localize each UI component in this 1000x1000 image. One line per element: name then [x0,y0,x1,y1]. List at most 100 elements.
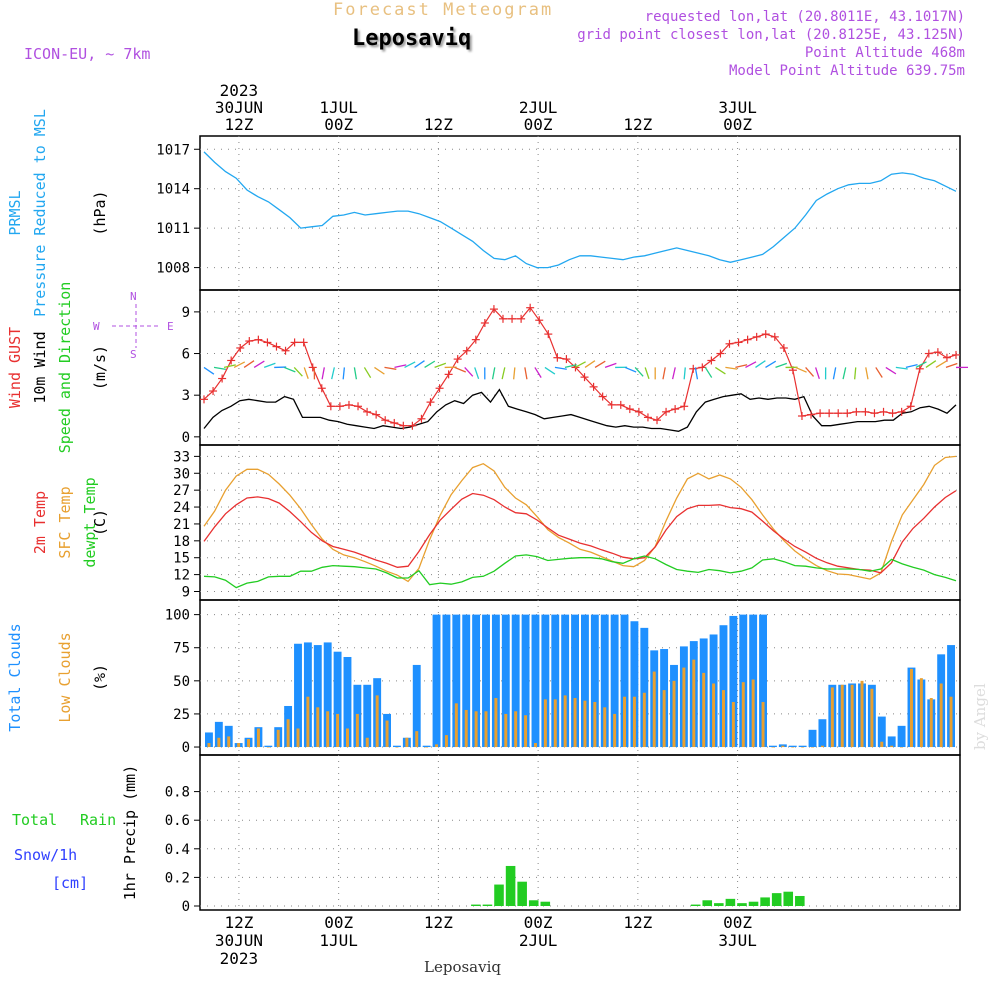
low-cloud-bar [712,683,716,748]
wind-ytick-label: 9 [182,305,190,321]
wind-direction-arrow [363,367,372,379]
total-cloud-bar [600,614,609,748]
rain-bar [702,900,713,906]
bottom-time-label: 12Z [424,913,453,932]
low-cloud-bar [435,744,439,748]
total-cloud-bar [323,642,332,748]
low-cloud-bar [395,747,399,748]
low-cloud-bar [623,696,627,748]
wind-direction-arrow [765,360,777,368]
clouds-side-label: Low Clouds [56,632,74,722]
wind-direction-arrow [662,367,666,380]
wind-direction-arrow [935,360,947,368]
total-cloud-bar [729,615,738,748]
low-cloud-bar [860,680,864,748]
low-cloud-bar [593,702,597,748]
total-cloud-bar [214,721,223,748]
rain-bar [471,904,481,906]
wind-side-label: 10m Wind [31,331,49,403]
total-cloud-bar [620,614,629,748]
wind-direction-arrow [293,366,303,377]
wind-direction-arrow [213,366,226,371]
total-cloud-bar [343,656,352,748]
wind-direction-arrow [925,360,937,368]
wind-direction-arrow [683,367,686,380]
pressure-frame [199,135,961,291]
low-cloud-bar [286,719,290,748]
wind-direction-arrow [253,360,265,368]
wind-ytick-label: 0 [182,430,190,446]
low-cloud-bar [365,737,369,748]
wind-direction-arrow [243,360,255,368]
wind-ytick-label: 6 [182,347,190,363]
wind-direction-arrow [342,367,346,380]
precip-ylabel: 1hr Precip (mm) [121,765,139,900]
clouds-ytick-label: 25 [173,707,190,723]
low-cloud-bar [415,731,419,748]
wind-direction-arrow [203,366,215,375]
bottom-time-label: 12Z [224,913,253,932]
bottom-time-label: 12Z [623,913,652,932]
wind-ylabel: (m/s) [91,345,109,390]
wind-ytick-label: 3 [182,388,190,404]
rain-bar [748,901,759,906]
low-cloud-bar [791,747,795,748]
temperature-ytick-label: 30 [173,466,190,482]
temperature-side-label: dewpt Temp [81,477,99,567]
bottom-time-label: 2JUL [519,931,558,950]
total-cloud-bar [432,614,441,748]
wind-direction-arrow [464,366,474,377]
compass-s: S [130,348,137,361]
total-cloud-bar [808,729,817,748]
bottom-time-label: 30JUN [215,931,263,950]
low-cloud-bar [939,683,943,748]
total-cloud-bar [472,614,481,748]
wind-side-label: Speed and Direction [56,282,74,454]
rain-bar [771,893,782,906]
total-cloud-bar [264,745,273,748]
low-cloud-bar [761,702,765,748]
total-cloud-bar [719,625,728,748]
wind-direction-arrow [394,364,407,369]
low-cloud-bar [781,745,785,748]
top-time-label: 2JUL [519,98,558,117]
total-cloud-bar [571,614,579,748]
low-cloud-bar [603,707,607,748]
wind-direction-arrow [815,367,820,380]
temperature-frame [199,444,961,601]
rain-bar [482,904,493,906]
rain-bar [505,865,516,906]
total-cloud-bar [531,614,540,748]
top-time-label: 12Z [623,115,652,134]
low-cloud-bar [652,671,656,748]
low-cloud-bar [326,711,330,748]
low-cloud-bar [771,747,775,748]
wind-direction-arrow [704,367,713,378]
total-cloud-bar [947,645,955,748]
rain-bar [517,881,527,906]
wind-direction-arrow [715,366,726,375]
rain-bar [725,898,736,906]
low-cloud-bar [345,728,349,748]
temperature-ytick-label: 27 [173,483,190,499]
wind-direction-arrow [915,361,927,368]
total-cloud-bar [561,614,570,748]
low-cloud-bar [237,743,241,748]
low-cloud-bar [504,713,508,748]
temperature-ytick-label: 24 [173,500,190,516]
low-cloud-bar [543,699,547,748]
wind-direction-arrow [634,366,644,377]
low-cloud-bar [890,745,894,748]
total-cloud-bar [769,745,777,748]
low-cloud-bar [870,688,874,748]
total-cloud-bar [412,664,421,748]
wind-direction-arrow [321,367,325,380]
low-cloud-bar [247,739,251,748]
wind-direction-arrow [895,366,908,370]
low-cloud-bar [524,715,528,748]
precip-ytick-label: 0 [182,899,190,915]
top-time-label: 2023 [220,81,259,100]
low-cloud-bar [642,692,646,748]
temperature-ytick-label: 21 [173,517,190,533]
top-time-label: 00Z [524,115,553,134]
